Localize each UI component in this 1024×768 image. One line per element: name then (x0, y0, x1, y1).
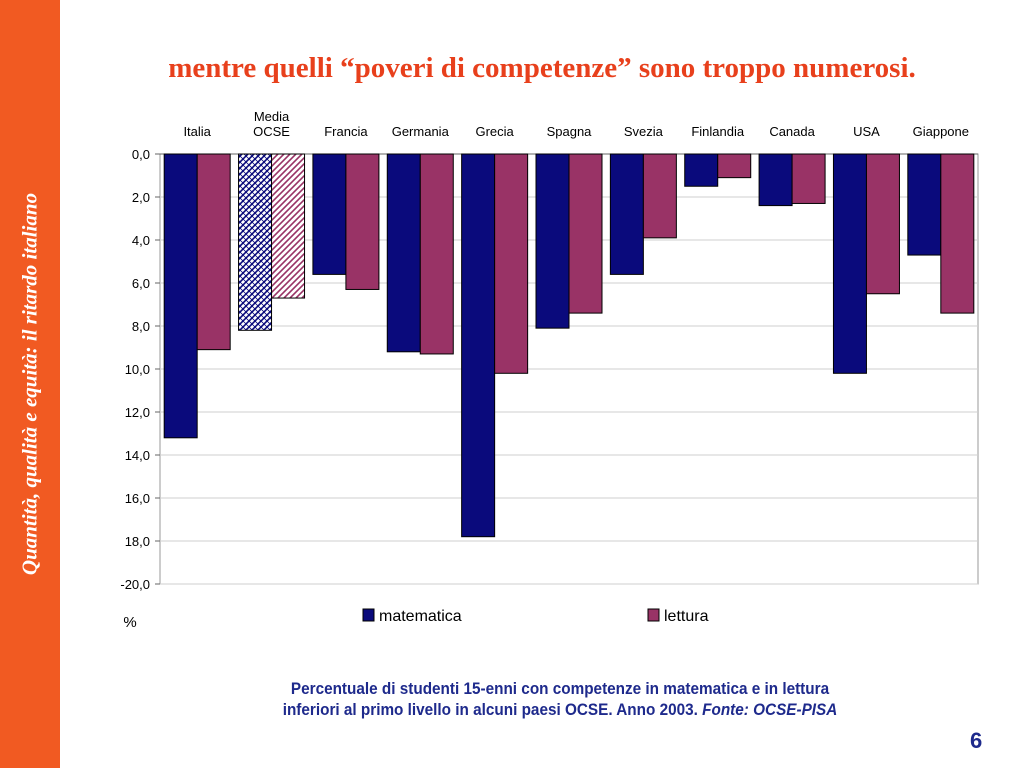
bar-matematica (907, 153, 942, 256)
x-category-label: Germania (392, 124, 450, 139)
page-number: 6 (970, 728, 983, 753)
bar-lettura (717, 153, 752, 179)
sidebar: Quantità, qualità e equità: il ritardo i… (0, 0, 60, 768)
bar-lettura (494, 153, 529, 374)
bar-lettura (271, 153, 306, 299)
x-category-label: Svezia (624, 124, 664, 139)
y-tick-label: 18,0 (125, 534, 150, 549)
bar-lettura (940, 153, 975, 314)
y-tick-label: 6,0 (132, 276, 150, 291)
bar-matematica (609, 153, 644, 275)
y-tick-label: 0,0 (132, 147, 150, 162)
x-category-label: Giappone (913, 124, 969, 139)
bar-lettura (642, 153, 677, 239)
bar-matematica (461, 153, 496, 538)
x-category-label: USA (853, 124, 880, 139)
legend-label-matematica: matematica (379, 608, 462, 625)
bar-matematica (758, 153, 793, 207)
x-category-label: Spagna (547, 124, 593, 139)
bar-matematica (312, 153, 347, 275)
bar-lettura (865, 153, 900, 295)
chart-caption: Percentuale di studenti 15-enni con comp… (200, 678, 920, 720)
bar-lettura (791, 153, 826, 204)
legend-label-lettura: lettura (664, 608, 709, 625)
caption-source: Fonte: OCSE-PISA (702, 700, 838, 719)
bar-matematica (535, 153, 570, 329)
y-tick-label: 10,0 (125, 362, 150, 377)
y-tick-label: 2,0 (132, 190, 150, 205)
y-axis-label: % (123, 614, 136, 631)
bar-lettura (568, 153, 603, 314)
bar-matematica (386, 153, 421, 353)
bar-matematica (238, 153, 273, 331)
x-category-label: Italia (183, 124, 211, 139)
y-tick-label: 16,0 (125, 491, 150, 506)
caption-line-1: Percentuale di studenti 15-enni con comp… (290, 679, 830, 698)
bar-matematica (832, 153, 867, 374)
x-category-label: Media OCSE (253, 109, 290, 139)
bar-lettura (345, 153, 380, 290)
bar-matematica (163, 153, 198, 439)
bar-matematica (684, 153, 719, 187)
caption-line-2: inferiori al primo livello in alcuni pae… (200, 699, 920, 720)
legend-swatch-matematica (362, 608, 375, 622)
slide-title: mentre quelli “poveri di competenze” son… (168, 52, 916, 84)
bar-lettura (196, 153, 231, 351)
y-tick-label: 12,0 (125, 405, 150, 420)
y-tick-label: 4,0 (132, 233, 150, 248)
x-category-label: Francia (324, 124, 368, 139)
y-tick-label: 14,0 (125, 448, 150, 463)
x-category-label: Finlandia (691, 124, 745, 139)
x-category-label: Canada (769, 124, 815, 139)
caption-line-2-text: inferiori al primo livello in alcuni pae… (282, 700, 703, 719)
x-category-label: Grecia (475, 124, 514, 139)
y-tick-label: -20,0 (120, 577, 150, 592)
bar-lettura (419, 153, 454, 355)
y-tick-label: 8,0 (132, 319, 150, 334)
legend-swatch-lettura (647, 608, 660, 622)
